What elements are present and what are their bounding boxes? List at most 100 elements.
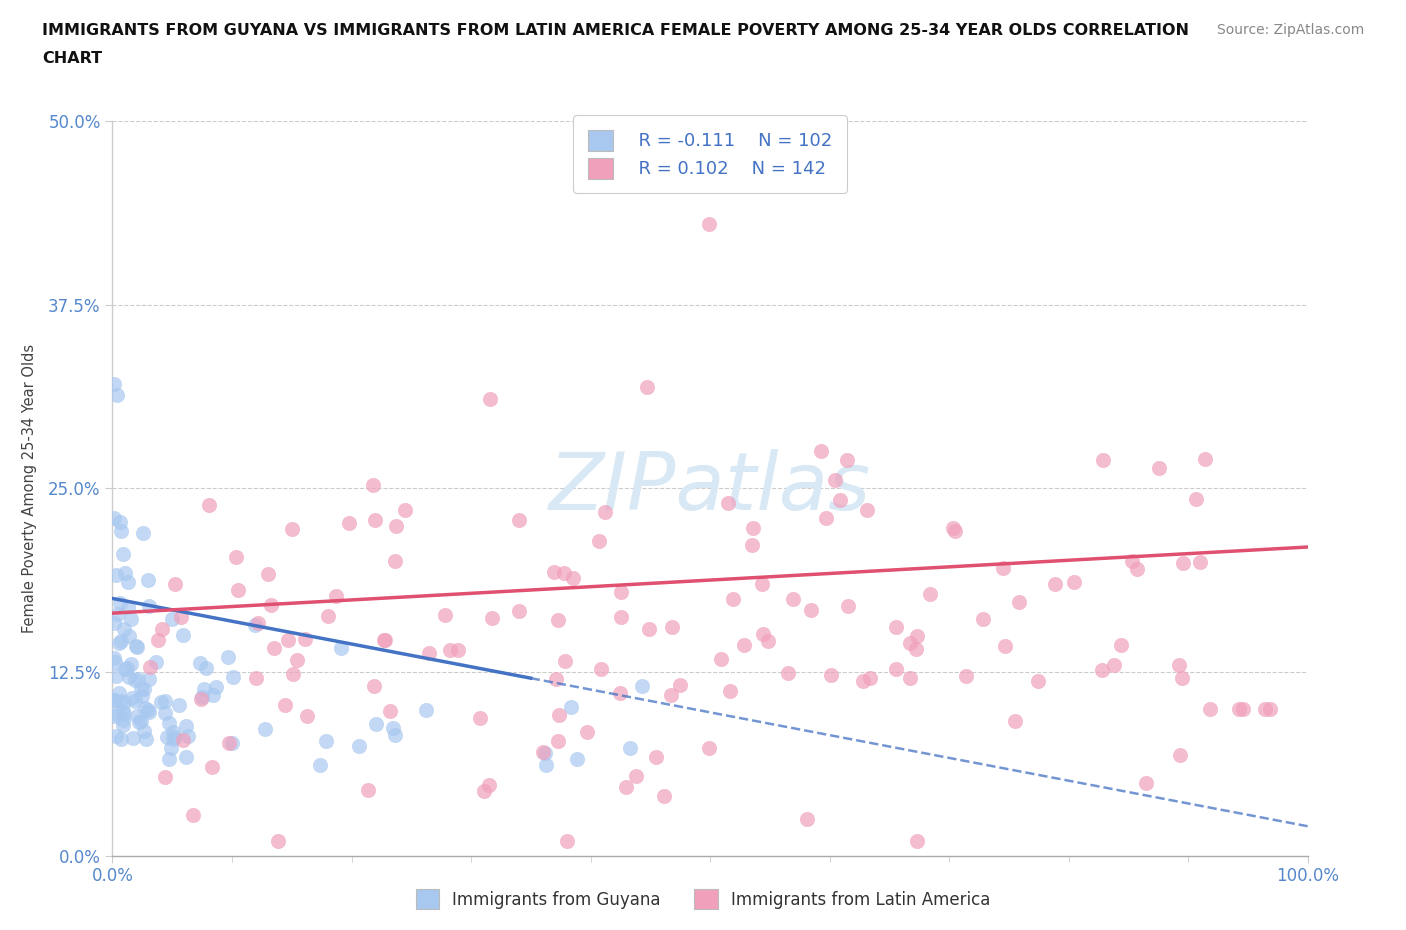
Text: IMMIGRANTS FROM GUYANA VS IMMIGRANTS FROM LATIN AMERICA FEMALE POVERTY AMONG 25-: IMMIGRANTS FROM GUYANA VS IMMIGRANTS FRO… — [42, 23, 1189, 38]
Point — [257, 566, 280, 581]
Point — [554, 654, 576, 669]
Point — [198, 498, 221, 512]
Point — [610, 584, 633, 599]
Text: ZIPatlas: ZIPatlas — [548, 449, 872, 527]
Point — [1199, 701, 1222, 716]
Point — [117, 575, 139, 590]
Point — [751, 577, 773, 591]
Point — [110, 524, 132, 538]
Point — [468, 711, 491, 725]
Point — [110, 732, 132, 747]
Point — [654, 789, 676, 804]
Point — [325, 589, 347, 604]
Point — [472, 784, 495, 799]
Point — [174, 750, 197, 764]
Point — [118, 629, 141, 644]
Point — [547, 613, 569, 628]
Point — [357, 783, 380, 798]
Point — [172, 628, 194, 643]
Point — [157, 751, 180, 766]
Point — [591, 661, 613, 676]
Point — [547, 734, 569, 749]
Point — [776, 666, 799, 681]
Point — [163, 729, 186, 744]
Point — [349, 738, 371, 753]
Point — [111, 547, 134, 562]
Point — [127, 671, 149, 686]
Point — [800, 603, 823, 618]
Text: Source: ZipAtlas.com: Source: ZipAtlas.com — [1216, 23, 1364, 37]
Point — [741, 538, 763, 552]
Point — [1232, 701, 1254, 716]
Point — [508, 603, 530, 618]
Point — [139, 659, 162, 674]
Point — [112, 695, 135, 710]
Point — [810, 444, 832, 458]
Text: CHART: CHART — [42, 51, 103, 66]
Point — [859, 671, 882, 685]
Point — [363, 678, 385, 693]
Point — [824, 472, 846, 487]
Point — [108, 514, 131, 529]
Point — [991, 561, 1014, 576]
Point — [177, 728, 200, 743]
Point — [439, 643, 461, 658]
Point — [128, 715, 150, 730]
Point — [308, 758, 330, 773]
Point — [283, 666, 305, 681]
Point — [900, 671, 922, 685]
Point — [752, 627, 775, 642]
Point — [1092, 452, 1115, 467]
Point — [162, 732, 184, 747]
Point — [565, 752, 588, 767]
Point — [191, 689, 214, 704]
Point — [796, 812, 818, 827]
Point — [636, 379, 658, 394]
Point — [1170, 671, 1192, 685]
Point — [226, 583, 249, 598]
Point — [138, 672, 160, 687]
Point — [285, 653, 308, 668]
Point — [609, 685, 631, 700]
Point — [159, 715, 181, 730]
Point — [614, 779, 637, 794]
Point — [107, 607, 129, 622]
Point — [267, 833, 290, 848]
Point — [124, 694, 146, 709]
Point — [103, 616, 125, 631]
Point — [546, 671, 568, 686]
Point — [588, 534, 610, 549]
Point — [136, 703, 159, 718]
Point — [129, 682, 152, 697]
Point — [828, 493, 851, 508]
Y-axis label: Female Poverty Among 25-34 Year Olds: Female Poverty Among 25-34 Year Olds — [22, 344, 37, 632]
Point — [218, 736, 240, 751]
Point — [697, 740, 720, 755]
Point — [294, 631, 316, 646]
Point — [148, 632, 170, 647]
Point — [1043, 577, 1066, 591]
Point — [624, 768, 647, 783]
Point — [145, 655, 167, 670]
Point — [105, 729, 128, 744]
Point — [188, 655, 211, 670]
Point — [1008, 595, 1031, 610]
Point — [782, 591, 804, 606]
Point — [111, 717, 134, 732]
Point — [1227, 701, 1250, 716]
Point — [479, 392, 502, 406]
Point — [280, 522, 302, 537]
Point — [329, 640, 352, 655]
Point — [898, 635, 921, 650]
Point — [114, 621, 136, 636]
Point — [884, 620, 907, 635]
Point — [645, 750, 668, 764]
Point — [125, 639, 148, 654]
Point — [638, 622, 661, 637]
Point — [162, 611, 184, 626]
Point — [1121, 554, 1143, 569]
Point — [132, 724, 155, 738]
Point — [508, 512, 530, 527]
Point — [547, 708, 569, 723]
Point — [132, 682, 155, 697]
